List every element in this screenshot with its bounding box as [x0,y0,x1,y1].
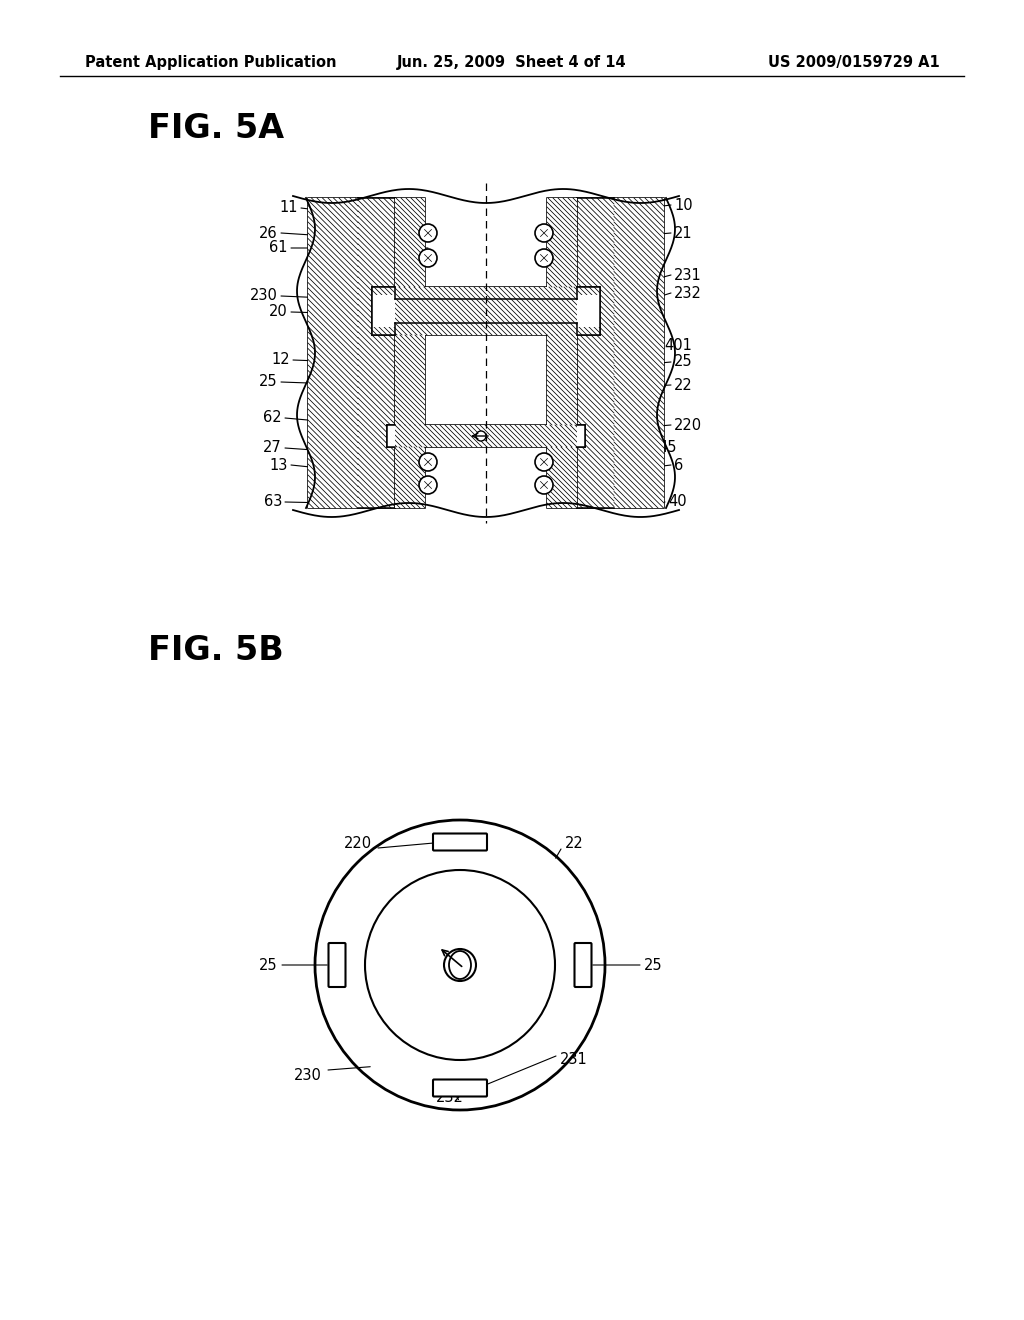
Text: 22: 22 [565,836,584,850]
Text: 40: 40 [668,495,687,510]
Bar [577,294,600,327]
Circle shape [419,477,437,494]
Circle shape [419,453,437,471]
Bar [372,294,395,327]
Bar [547,335,577,425]
Text: US 2009/0159729 A1: US 2009/0159729 A1 [768,54,940,70]
Text: 25: 25 [674,355,692,370]
Bar [577,198,614,508]
Bar [547,335,577,425]
Bar [395,198,425,286]
Text: 13: 13 [269,458,288,473]
Text: 62: 62 [263,411,282,425]
Circle shape [419,249,437,267]
Bar [395,335,425,425]
Circle shape [365,870,555,1060]
Text: 26: 26 [259,226,278,240]
FancyBboxPatch shape [433,833,487,850]
Bar [547,447,577,508]
Bar [395,198,425,286]
Text: 25: 25 [644,957,663,973]
Bar [614,198,664,508]
Ellipse shape [449,950,471,979]
Text: 220: 220 [344,836,372,850]
Text: FIG. 5B: FIG. 5B [148,634,284,667]
Text: Patent Application Publication: Patent Application Publication [85,54,337,70]
Text: 45: 45 [658,441,677,455]
Bar [308,198,358,508]
Text: 10: 10 [674,198,692,213]
Bar [387,425,585,447]
FancyBboxPatch shape [433,1080,487,1097]
Circle shape [444,949,476,981]
Text: 12: 12 [271,352,290,367]
Bar [395,447,425,508]
Bar [372,286,600,335]
Text: 21: 21 [674,226,692,240]
Text: 230: 230 [250,289,278,304]
Bar [577,425,585,447]
Text: 401: 401 [664,338,692,352]
Text: 6: 6 [674,458,683,473]
Bar [358,198,395,508]
Circle shape [419,224,437,242]
FancyBboxPatch shape [574,942,592,987]
Text: 20: 20 [269,305,288,319]
Bar [547,198,577,286]
Text: Jun. 25, 2009  Sheet 4 of 14: Jun. 25, 2009 Sheet 4 of 14 [397,54,627,70]
Bar [395,335,425,425]
Bar [577,198,614,508]
Bar [358,198,395,508]
Circle shape [535,224,553,242]
Bar [547,447,577,508]
Text: FIG. 5A: FIG. 5A [148,111,284,144]
Circle shape [476,432,486,441]
Text: 11: 11 [280,201,298,215]
Bar [387,425,585,447]
Text: 230: 230 [294,1068,322,1082]
Text: 61: 61 [269,240,288,256]
Bar [387,425,395,447]
Bar [308,198,358,508]
Text: 25: 25 [259,375,278,389]
Text: 25: 25 [259,957,278,973]
Bar [395,447,425,508]
Circle shape [315,820,605,1110]
Circle shape [535,249,553,267]
Text: 63: 63 [263,495,282,510]
Circle shape [535,477,553,494]
Text: 27: 27 [263,441,282,455]
Bar [614,198,664,508]
Bar [547,198,577,286]
Text: 232: 232 [436,1090,464,1106]
Text: 22: 22 [674,378,693,392]
Text: 231: 231 [560,1052,588,1068]
Text: 231: 231 [674,268,701,282]
Circle shape [535,453,553,471]
Text: 232: 232 [674,285,701,301]
Text: 220: 220 [674,417,702,433]
FancyBboxPatch shape [329,942,345,987]
Bar [372,286,600,335]
